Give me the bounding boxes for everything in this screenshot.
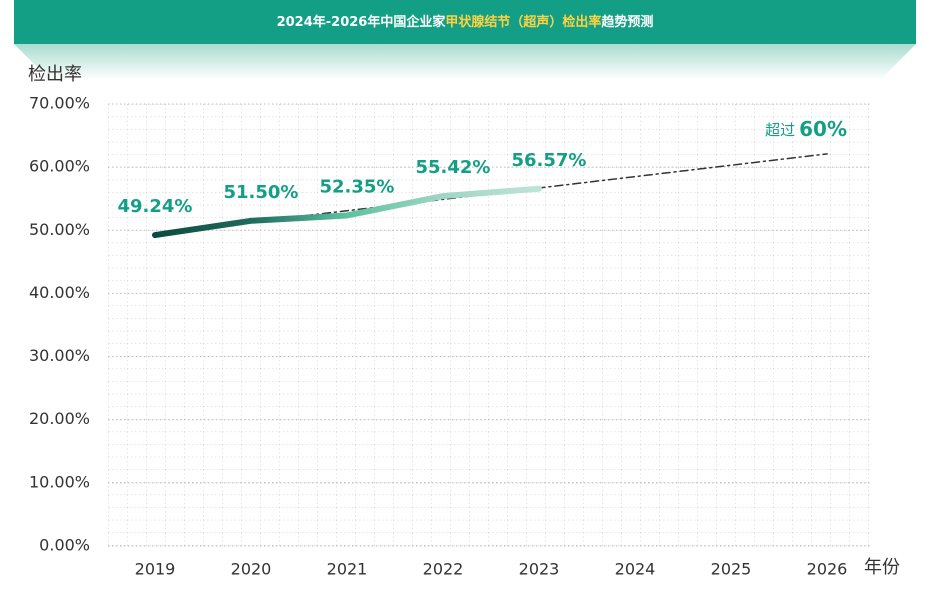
annotation-prefix: 超过 xyxy=(765,120,795,138)
x-tick-label: 2022 xyxy=(423,560,464,579)
y-tick-label: 40.00% xyxy=(29,283,90,302)
y-tick-label: 0.00% xyxy=(39,536,90,555)
y-tick-label: 30.00% xyxy=(29,346,90,365)
annotation-value: 60% xyxy=(799,116,847,140)
y-tick-label: 50.00% xyxy=(29,220,90,239)
annotation: 超过 60% xyxy=(765,116,847,140)
x-tick-label: 2024 xyxy=(615,560,656,579)
title-part: 2024年-2026年中国企业家 xyxy=(277,14,447,30)
x-tick-label: 2023 xyxy=(519,560,560,579)
x-axis-label: 年份 xyxy=(864,557,900,578)
data-label: 55.42% xyxy=(416,157,491,178)
x-tick-label: 2019 xyxy=(135,560,176,579)
line xyxy=(152,185,542,239)
data-label: 51.50% xyxy=(224,182,299,203)
y-tick-label: 70.00% xyxy=(29,94,90,113)
y-axis-label: 检出率 xyxy=(28,64,82,85)
grid-pattern xyxy=(108,104,872,546)
x-tick-label: 2026 xyxy=(807,560,848,579)
chart-title: 2024年-2026年中国企业家甲状腺结节（超声）检出率趋势预测 xyxy=(277,14,654,30)
y-tick-label: 60.00% xyxy=(29,157,90,176)
x-tick-label: 2020 xyxy=(231,560,272,579)
x-tick-label: 2025 xyxy=(711,560,752,579)
title-part: 甲状腺结节（超声）检出率 xyxy=(445,14,601,30)
x-tick-label: 2021 xyxy=(327,560,368,579)
data-label: 56.57% xyxy=(512,150,587,171)
data-label: 52.35% xyxy=(320,176,395,197)
data-label: 49.24% xyxy=(118,196,193,217)
title-part: 趋势预测 xyxy=(601,14,653,30)
banner-shadow xyxy=(14,44,916,80)
y-tick-label: 10.00% xyxy=(29,472,90,491)
y-tick-label: 20.00% xyxy=(29,409,90,428)
plot: 0.00% 10.00% 20.00% 30.00% 40.00% 50.00% 60.00… xyxy=(29,94,872,579)
banner xyxy=(14,0,916,44)
